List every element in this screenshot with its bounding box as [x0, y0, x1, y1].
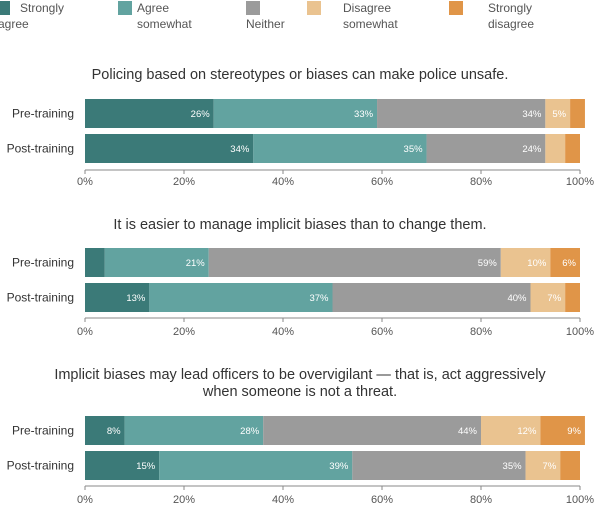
- legend-label: Strongly agree: [0, 1, 65, 31]
- bar-segment: [263, 416, 481, 445]
- bar-segment: [500, 248, 551, 277]
- x-tick-label: 80%: [470, 176, 492, 188]
- bar-segment: [149, 283, 333, 312]
- data-label: 7%: [547, 293, 561, 304]
- x-tick-label: 40%: [272, 326, 294, 338]
- bar-segment: [85, 248, 105, 277]
- bar-segment: [85, 134, 254, 163]
- category-label: Pre-training: [12, 107, 74, 121]
- bar-segment: [530, 283, 566, 312]
- x-tick-label: 20%: [173, 176, 195, 188]
- x-tick-label: 0%: [77, 326, 93, 338]
- data-label: 7%: [542, 461, 556, 472]
- legend: Strongly agree Agree somewhat Neither Disagr…: [0, 0, 600, 36]
- category-label: Pre-training: [12, 424, 74, 438]
- chart-title: when someone is not a threat.: [202, 384, 397, 400]
- data-label: 6%: [562, 258, 576, 269]
- bar-segment: [85, 416, 125, 445]
- legend-label: Strongly disagree: [488, 1, 535, 31]
- chart-title: It is easier to manage implicit biases t…: [113, 217, 486, 233]
- data-label: 21%: [186, 258, 206, 269]
- bar-segment: [208, 248, 501, 277]
- data-label: 28%: [240, 426, 260, 437]
- x-tick-label: 80%: [470, 326, 492, 338]
- bar-segment: [426, 134, 546, 163]
- x-tick-label: 0%: [77, 176, 93, 188]
- x-tick-label: 40%: [272, 176, 294, 188]
- bar-segment: [540, 416, 585, 445]
- data-label: 13%: [126, 293, 146, 304]
- x-tick-label: 20%: [173, 494, 195, 506]
- bar-segment: [124, 416, 264, 445]
- data-label: 59%: [478, 258, 498, 269]
- x-tick-label: 100%: [566, 176, 594, 188]
- data-label: 15%: [136, 461, 156, 472]
- legend-swatch: [307, 1, 321, 15]
- legend-label: Disagree somewhat: [343, 1, 398, 31]
- chart-title: Implicit biases may lead officers to be …: [54, 367, 546, 383]
- data-label: 10%: [527, 258, 547, 269]
- bar-segment: [565, 283, 580, 312]
- bar-segment: [481, 416, 541, 445]
- bar-segment: [377, 99, 546, 128]
- bar-segment: [352, 451, 526, 480]
- data-label: 26%: [191, 109, 211, 120]
- category-label: Pre-training: [12, 256, 74, 270]
- chart-3: Implicit biases may lead officers to be …: [7, 367, 595, 506]
- data-label: 40%: [507, 293, 527, 304]
- legend-swatch: [449, 1, 463, 15]
- legend-label: Neither: [246, 17, 285, 31]
- legend-swatch: [118, 1, 132, 15]
- bar-segment: [525, 451, 561, 480]
- data-label: 24%: [522, 144, 542, 155]
- x-tick-label: 60%: [371, 326, 393, 338]
- data-label: 34%: [522, 109, 542, 120]
- bar-segment: [213, 99, 378, 128]
- data-label: 39%: [329, 461, 349, 472]
- category-label: Post-training: [7, 291, 74, 305]
- x-tick-label: 60%: [371, 176, 393, 188]
- chart-2: It is easier to manage implicit biases t…: [7, 217, 595, 338]
- bar-segment: [570, 99, 585, 128]
- bar-segment: [104, 248, 209, 277]
- bar-segment: [550, 248, 580, 277]
- bar-segment: [159, 451, 353, 480]
- bar-segment: [545, 99, 571, 128]
- x-tick-label: 100%: [566, 326, 594, 338]
- data-label: 12%: [517, 426, 537, 437]
- data-label: 44%: [458, 426, 478, 437]
- x-tick-label: 60%: [371, 494, 393, 506]
- x-tick-label: 40%: [272, 494, 294, 506]
- x-tick-label: 0%: [77, 494, 93, 506]
- data-label: 8%: [107, 426, 121, 437]
- bar-segment: [560, 451, 580, 480]
- category-label: Post-training: [7, 142, 74, 156]
- bar-segment: [253, 134, 427, 163]
- bar-segment: [85, 451, 160, 480]
- category-label: Post-training: [7, 459, 74, 473]
- chart-1: Policing based on stereotypes or biases …: [7, 67, 595, 188]
- chart-title: Policing based on stereotypes or biases …: [92, 67, 509, 83]
- bar-segment: [85, 283, 150, 312]
- data-label: 9%: [567, 426, 581, 437]
- legend-label: Agree somewhat: [137, 1, 192, 31]
- bar-segment: [545, 134, 566, 163]
- legend-swatch: [0, 1, 10, 15]
- bar-segment: [332, 283, 531, 312]
- x-tick-label: 80%: [470, 494, 492, 506]
- data-label: 35%: [404, 144, 424, 155]
- bar-segment: [85, 99, 214, 128]
- data-label: 33%: [354, 109, 374, 120]
- data-label: 37%: [309, 293, 329, 304]
- x-tick-label: 100%: [566, 494, 594, 506]
- data-label: 35%: [503, 461, 523, 472]
- data-label: 34%: [230, 144, 250, 155]
- legend-swatch: [246, 1, 260, 15]
- x-tick-label: 20%: [173, 326, 195, 338]
- data-label: 5%: [552, 109, 566, 120]
- bar-segment: [565, 134, 580, 163]
